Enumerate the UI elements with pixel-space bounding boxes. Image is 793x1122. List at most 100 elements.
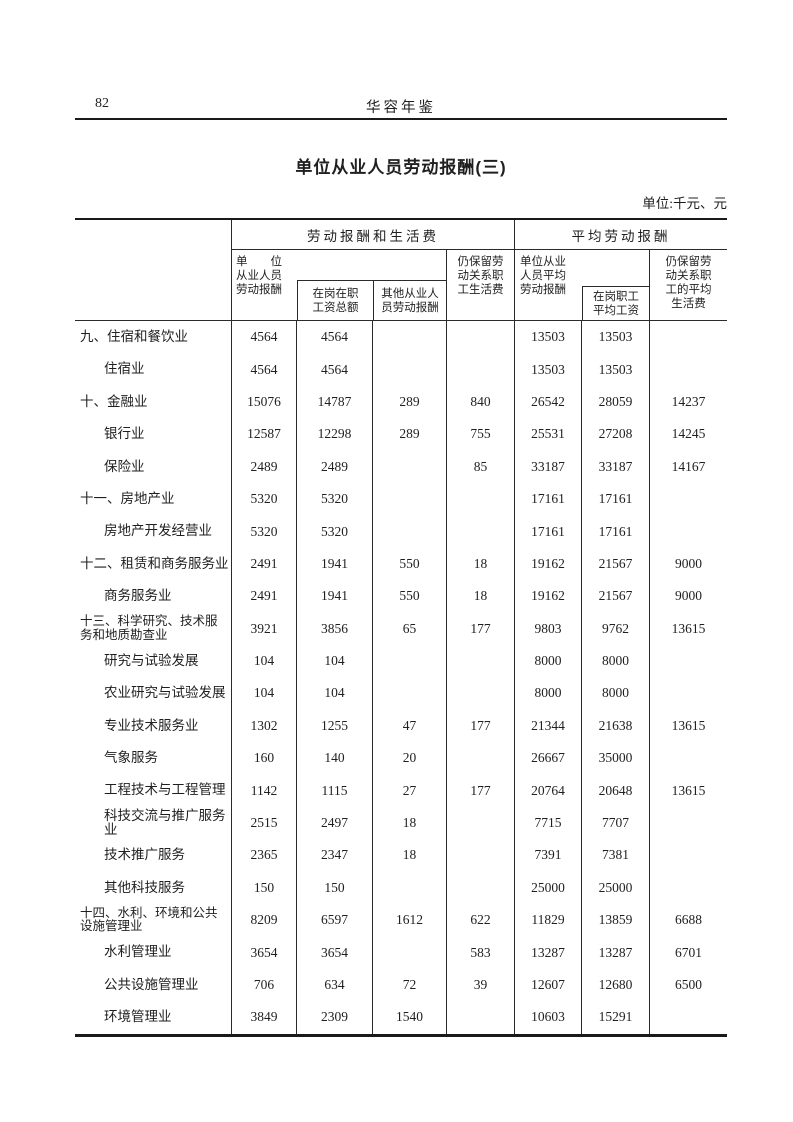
value-cell: 20648 [582, 774, 650, 807]
table-row: 十三、科学研究、技术服务和地质勘查业 3921 3856 65 177 9803 9762 1… [75, 612, 727, 645]
value-cell: 13287 [582, 936, 650, 969]
value-cell: 4564 [232, 353, 297, 386]
value-cell: 12680 [582, 968, 650, 1002]
column-header-row: 单 位 从业人员 劳动报酬 在岗在职 工资总额 其他从业人 员劳动报酬 仍保留劳… [75, 250, 727, 320]
table-row: 技术推广服务 2365 2347 18 7391 7381 [75, 839, 727, 872]
value-cell: 20764 [515, 774, 582, 807]
value-cell: 1941 [297, 547, 373, 581]
value-cell [373, 936, 447, 969]
table-body: 九、住宿和餐饮业 4564 4564 13503 13503 住宿业 4564 4564 135… [75, 321, 727, 1034]
value-cell: 5320 [232, 515, 297, 548]
value-cell: 177 [447, 709, 515, 743]
running-header: 82 华容年鉴 [75, 96, 727, 116]
value-cell [447, 353, 515, 386]
row-label-column-spacer [75, 220, 232, 250]
value-cell: 65 [373, 612, 447, 645]
value-cell [447, 321, 515, 354]
average-components-box: 在岗职工 平均工资 [582, 286, 649, 320]
table-row: 农业研究与试验发展 104 104 8000 8000 [75, 677, 727, 710]
value-cell [447, 677, 515, 710]
value-cell [650, 321, 727, 353]
value-cell [447, 482, 515, 516]
table-row: 公共设施管理业 706 634 72 39 12607 12680 6500 [75, 968, 727, 1002]
value-cell: 5320 [297, 482, 373, 516]
value-cell [373, 482, 447, 516]
value-cell: 13503 [515, 353, 582, 386]
header-rule [75, 118, 727, 120]
value-cell: 47 [373, 709, 447, 743]
value-cell: 18 [447, 580, 515, 613]
value-cell: 17161 [515, 482, 582, 516]
value-cell: 1302 [232, 709, 297, 743]
value-cell: 2347 [297, 839, 373, 872]
table-row: 科技交流与推广服务业 2515 2497 18 7715 7707 [75, 806, 727, 840]
average-subgroup: 单位从业 人员平均 劳动报酬 在岗职工 平均工资 [515, 250, 650, 320]
value-cell: 550 [373, 580, 447, 613]
value-cell: 18 [373, 839, 447, 872]
value-cell [373, 677, 447, 710]
value-cell: 6701 [675, 944, 702, 960]
value-cell: 13615 [671, 717, 706, 733]
value-cell: 9000 [675, 588, 702, 604]
value-cell: 104 [297, 677, 373, 710]
value-cell [650, 483, 727, 515]
value-cell: 13615 [671, 782, 706, 798]
value-cell: 39 [447, 968, 515, 1002]
value-cell: 1255 [297, 709, 373, 743]
col-header-onpost-average-wage: 在岗职工 平均工资 [593, 290, 639, 317]
value-cell: 160 [232, 742, 297, 775]
value-cell: 5320 [297, 515, 373, 548]
row-label: 银行业 [75, 418, 232, 451]
value-cell: 550 [373, 547, 447, 581]
value-cell: 17161 [515, 515, 582, 548]
value-cell: 13503 [582, 353, 650, 386]
value-cell: 9762 [582, 612, 650, 645]
value-cell: 289 [373, 418, 447, 451]
value-cell: 2497 [297, 806, 373, 840]
value-cell [650, 515, 727, 547]
table-row: 房地产开发经营业 5320 5320 17161 17161 [75, 515, 727, 548]
value-cell: 12587 [232, 418, 297, 451]
value-cell: 104 [232, 677, 297, 710]
value-cell: 10603 [515, 1001, 582, 1034]
table-row: 十、金融业 15076 14787 289 840 26542 28059 14237 [75, 385, 727, 419]
value-cell: 27 [373, 774, 447, 807]
value-cell: 33187 [515, 450, 582, 483]
value-cell [373, 871, 447, 905]
table-row: 工程技术与工程管理 1142 1115 27 177 20764 20648 13615 [75, 774, 727, 807]
value-cell: 289 [373, 385, 447, 419]
value-cell: 21567 [582, 580, 650, 613]
row-label: 工程技术与工程管理 [75, 774, 232, 807]
value-cell: 9803 [515, 612, 582, 645]
value-cell: 2489 [297, 450, 373, 483]
value-cell: 72 [373, 968, 447, 1002]
value-cell: 27208 [582, 418, 650, 451]
row-label: 房地产开发经营业 [75, 515, 232, 548]
value-cell: 4564 [232, 321, 297, 354]
value-cell: 1941 [297, 580, 373, 613]
value-cell: 1115 [297, 774, 373, 807]
value-cell: 13859 [582, 904, 650, 937]
value-cell: 25000 [582, 871, 650, 905]
row-label: 技术推广服务 [75, 839, 232, 872]
remuneration-components-box: 在岗在职 工资总额 其他从业人 员劳动报酬 [297, 280, 446, 320]
value-cell: 15291 [582, 1001, 650, 1034]
value-cell: 33187 [582, 450, 650, 483]
value-cell: 3921 [232, 612, 297, 645]
group-header-average: 平均劳动报酬 [515, 220, 727, 250]
value-cell [650, 645, 727, 677]
row-label: 专业技术服务业 [75, 709, 232, 743]
table-title: 单位从业人员劳动报酬(三) [295, 158, 507, 177]
value-cell: 706 [232, 968, 297, 1002]
value-cell [447, 1001, 515, 1034]
value-cell [373, 644, 447, 678]
value-cell [447, 515, 515, 548]
table-row: 十四、水利、环境和公共设施管理业 8209 6597 1612 622 11829 1385… [75, 904, 727, 937]
value-cell: 8000 [515, 644, 582, 678]
row-label: 水利管理业 [75, 936, 232, 969]
value-cell: 7707 [582, 806, 650, 840]
value-cell: 19162 [515, 547, 582, 581]
value-cell: 18 [447, 547, 515, 581]
value-cell: 583 [447, 936, 515, 969]
